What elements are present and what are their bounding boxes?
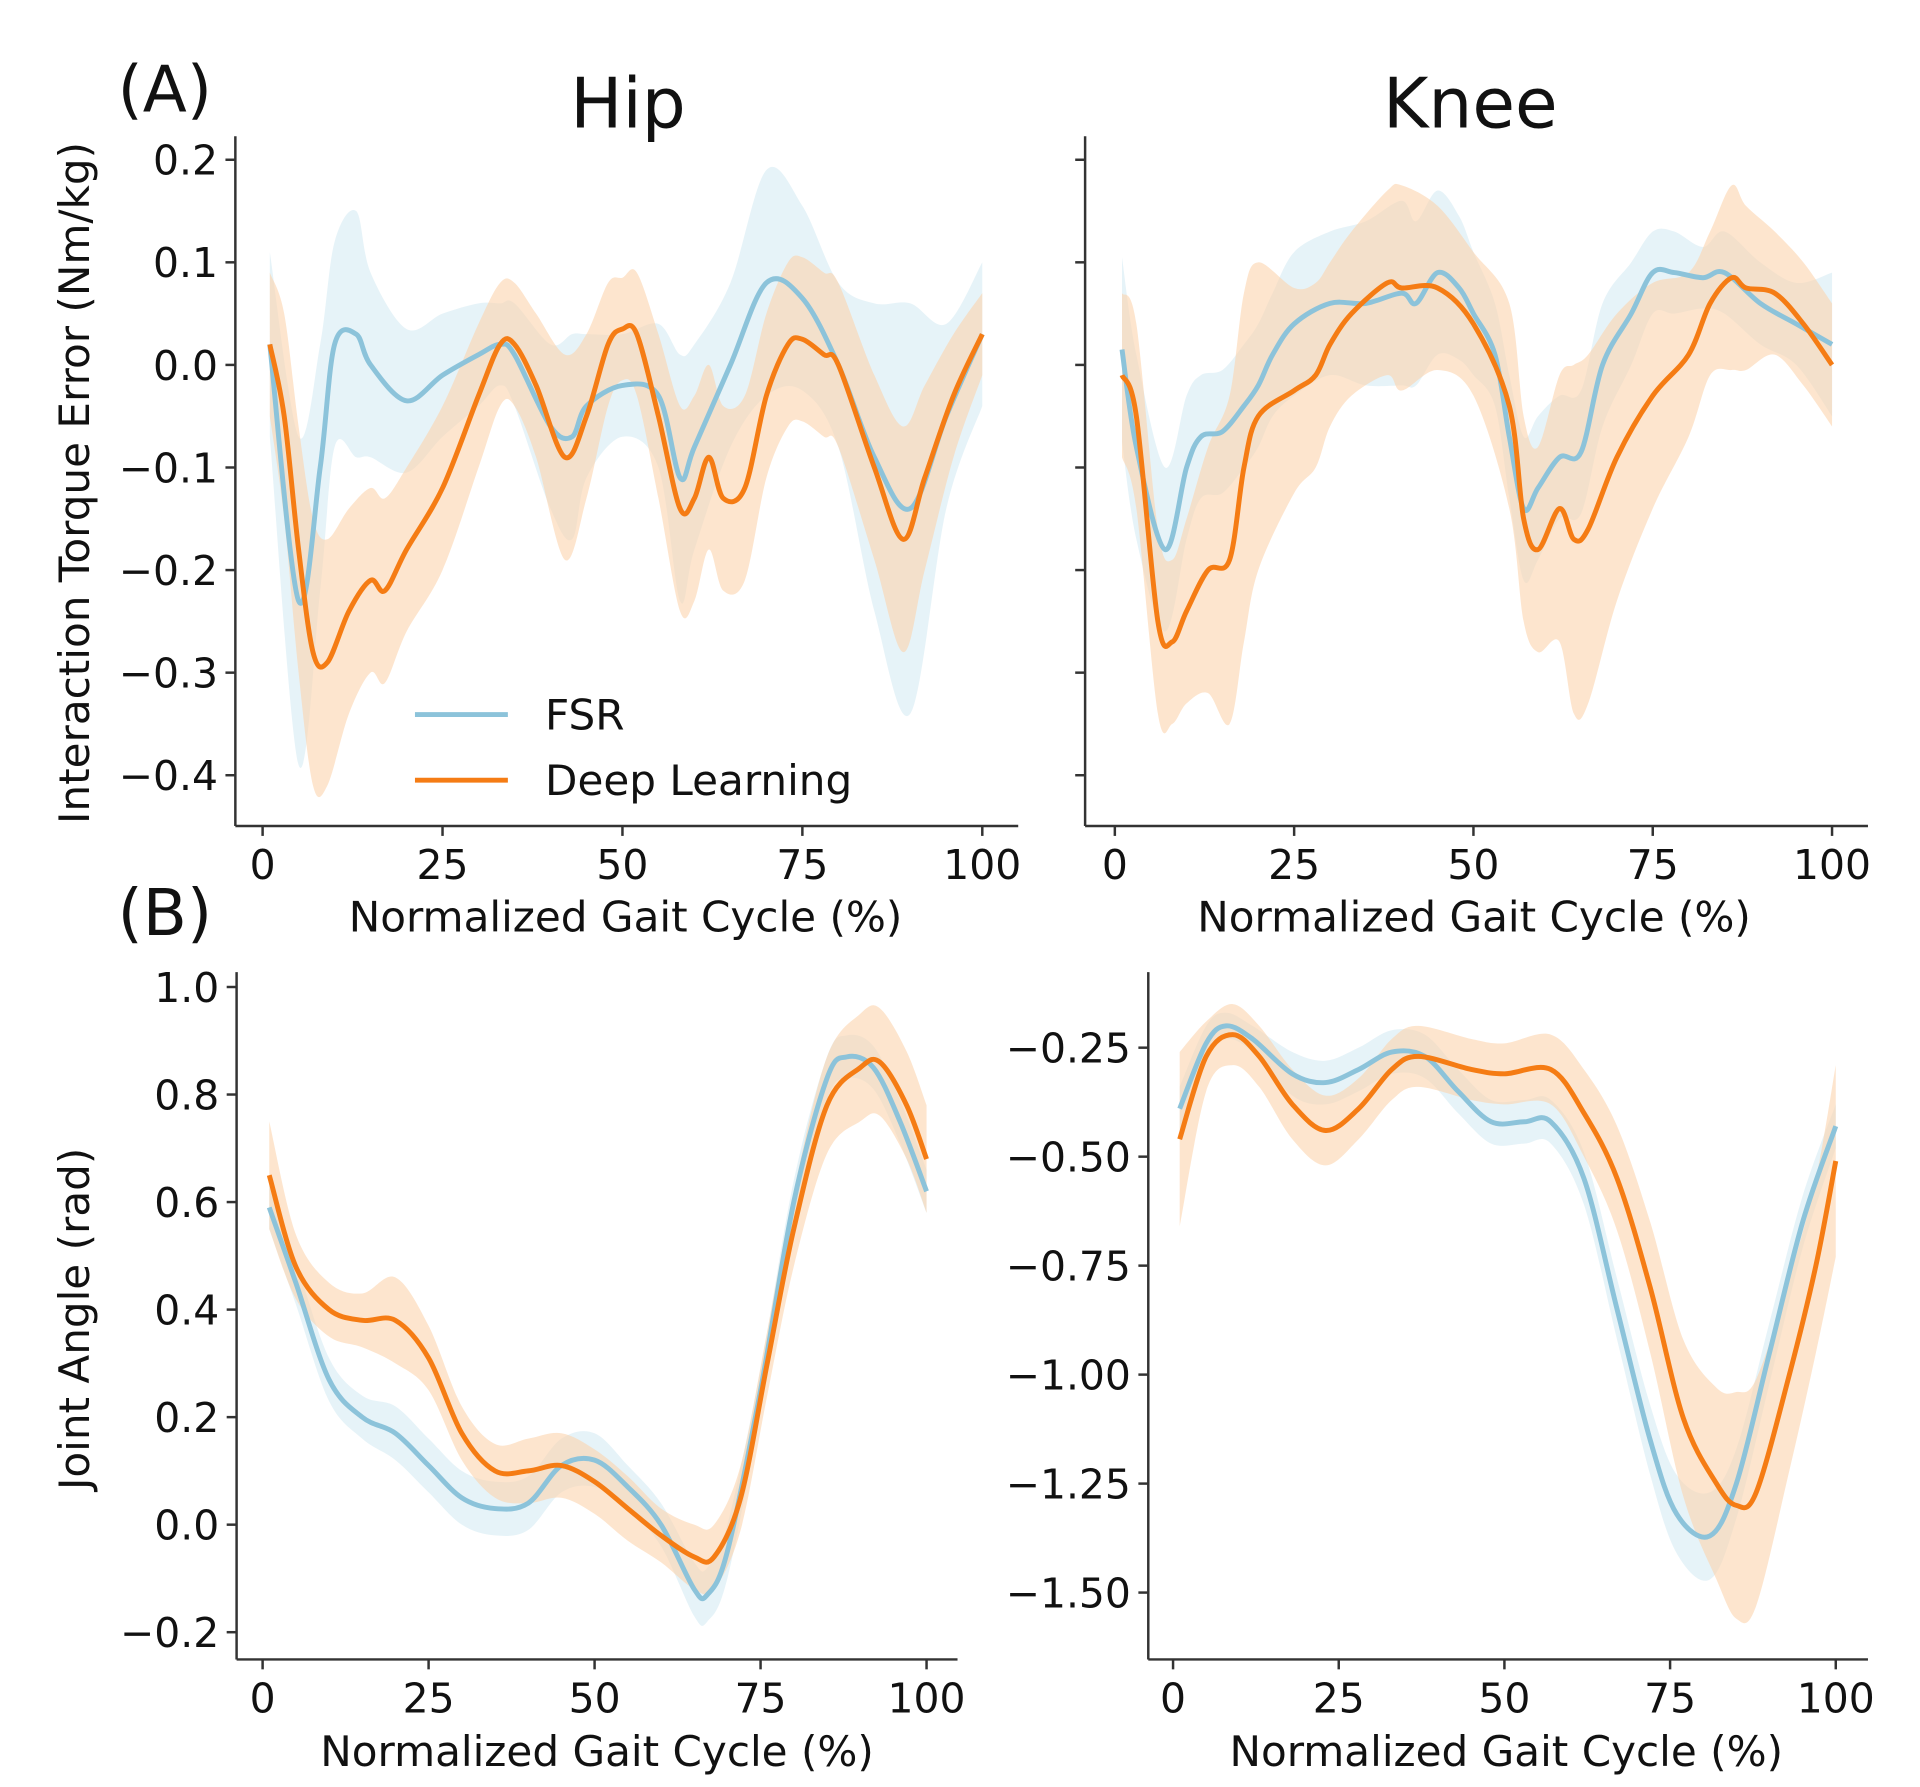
x-tick-label: 25 <box>1268 841 1320 889</box>
y-tick-label: 0.4 <box>154 1286 219 1334</box>
x-tick-label: 25 <box>1313 1675 1365 1723</box>
y-tick-label: −0.3 <box>119 650 218 698</box>
chart-title: Knee <box>1383 65 1558 145</box>
line-deep-learning <box>267 323 985 670</box>
x-tick-label: 100 <box>888 1675 966 1723</box>
legend-label-deep-learning: Deep Learning <box>545 756 852 805</box>
y-tick-label: −0.25 <box>1006 1025 1131 1073</box>
x-axis-label: Normalized Gait Cycle (%) <box>320 1727 874 1776</box>
x-tick-label: 50 <box>569 1675 621 1723</box>
y-tick-label: −1.25 <box>1006 1460 1131 1508</box>
band-deep-learning <box>269 255 983 798</box>
chart-title: Hip <box>570 65 685 145</box>
y-tick-label: −0.1 <box>119 444 218 492</box>
chart-A-hip: 0 25 50 75 100 0.2 0.1 0.0 −0.1 −0.2 −0.3 −0.4 Norma… <box>50 65 1021 942</box>
band-deep-learning <box>269 1005 927 1595</box>
line-deep-learning <box>266 1056 929 1565</box>
line-deep-learning <box>1177 1032 1839 1511</box>
x-tick-label: 0 <box>1102 841 1128 889</box>
y-tick-label: 1.0 <box>154 964 219 1012</box>
legend-label-fsr: FSR <box>545 690 624 739</box>
x-tick-label: 25 <box>417 841 469 889</box>
y-tick-label: 0.8 <box>154 1071 219 1119</box>
line-fsr <box>1119 266 1834 553</box>
band-deep-learning <box>1122 183 1833 734</box>
band-fsr <box>1179 1012 1836 1581</box>
line-deep-learning <box>1119 274 1835 649</box>
panel-label-b: (B) <box>118 876 212 951</box>
y-axis-label: Interaction Torque Error (Nm/kg) <box>50 142 99 824</box>
x-tick-label: 75 <box>735 1675 787 1723</box>
x-tick-label: 75 <box>776 841 828 889</box>
x-tick-label: 50 <box>1447 841 1499 889</box>
x-tick-label: 75 <box>1627 841 1679 889</box>
line-fsr <box>1177 1023 1839 1540</box>
y-tick-label: 0.2 <box>153 137 218 185</box>
chart-B-hip: 0 25 50 75 100 1.0 0.8 0.6 0.4 0.2 0.0 −0.2 Normaliz… <box>50 964 965 1776</box>
chart-B-knee: 0 25 50 75 100 −0.25 −0.50 −0.75 −1.00 −1.25 −1.50… <box>1006 972 1875 1776</box>
band-deep-learning <box>1179 1004 1836 1624</box>
x-tick-label: 0 <box>1160 1675 1186 1723</box>
x-tick-label: 0 <box>250 1675 276 1723</box>
x-tick-label: 50 <box>596 841 648 889</box>
y-tick-label: −0.4 <box>119 752 218 800</box>
x-tick-label: 50 <box>1478 1675 1530 1723</box>
y-tick-label: −1.50 <box>1006 1569 1131 1617</box>
x-tick-label: 100 <box>943 841 1021 889</box>
band-fsr <box>269 1034 927 1626</box>
x-axis-label: Normalized Gait Cycle (%) <box>1197 892 1751 941</box>
x-tick-label: 100 <box>1797 1675 1875 1723</box>
chart-A-knee: 0 25 50 75 100 Normalized Gait Cycle (%) Knee <box>1075 65 1871 941</box>
y-tick-label: −0.2 <box>119 547 218 595</box>
x-tick-label: 100 <box>1793 841 1871 889</box>
line-fsr <box>266 1053 929 1602</box>
y-axis-label: Joint Angle (rad) <box>50 1148 99 1493</box>
x-axis-label: Normalized Gait Cycle (%) <box>1229 1727 1783 1776</box>
y-tick-label: 0.0 <box>154 1502 219 1550</box>
y-tick-label: 0.1 <box>153 239 218 287</box>
y-tick-label: −0.75 <box>1006 1243 1131 1291</box>
x-tick-label: 75 <box>1644 1675 1696 1723</box>
y-tick-label: 0.2 <box>154 1394 219 1442</box>
x-axis-label: Normalized Gait Cycle (%) <box>349 892 903 941</box>
legend: FSR Deep Learning <box>414 690 852 805</box>
y-tick-label: −1.00 <box>1006 1351 1131 1399</box>
x-tick-label: 25 <box>403 1675 455 1723</box>
y-tick-label: 0.6 <box>154 1179 219 1227</box>
x-tick-label: 0 <box>250 841 276 889</box>
panel-label-a: (A) <box>118 52 212 127</box>
y-tick-label: −0.50 <box>1006 1134 1131 1182</box>
y-tick-label: 0.0 <box>153 342 218 390</box>
y-tick-label: −0.2 <box>120 1609 219 1657</box>
